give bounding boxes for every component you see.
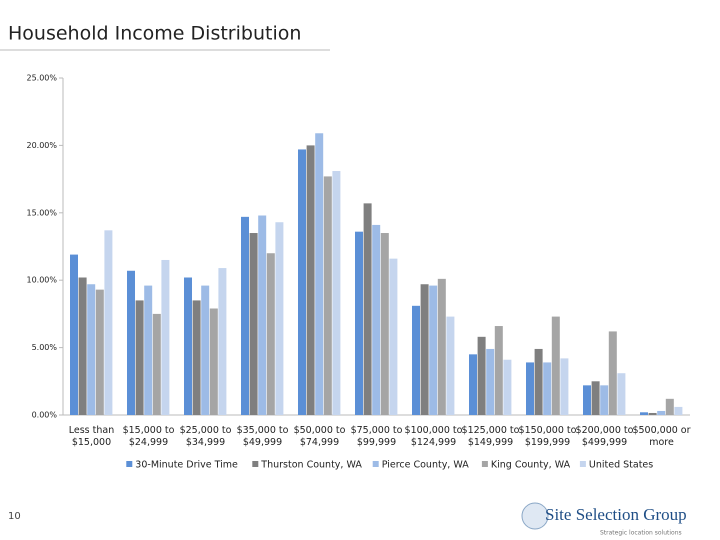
slide-title: Household Income Distribution (8, 23, 301, 45)
y-tick-label: 20.00% (26, 141, 57, 150)
logo: Site Selection Group Strategic location … (521, 502, 687, 537)
bar (600, 385, 609, 415)
bar (95, 289, 104, 415)
legend-label: United States (589, 460, 653, 471)
bar (201, 285, 210, 415)
bar (209, 308, 218, 415)
bar (192, 300, 201, 415)
bar (429, 285, 438, 415)
page-number: 10 (8, 511, 21, 522)
logo-text: Site Selection Group (545, 505, 687, 524)
legend-swatch (481, 461, 488, 467)
bar (657, 410, 666, 415)
bar (389, 258, 398, 415)
bar (446, 316, 455, 415)
bar (372, 224, 381, 415)
bar (437, 278, 446, 415)
y-tick-label: 15.00% (26, 208, 57, 217)
x-tick-label: $150,000 to $199,999 (518, 425, 577, 448)
legend-label: King County, WA (491, 460, 571, 471)
bar (161, 259, 170, 415)
bar (534, 348, 543, 415)
bar (617, 373, 626, 415)
bar (135, 300, 144, 415)
y-tick-label: 25.00% (26, 74, 57, 83)
bar (640, 412, 648, 415)
bar (526, 362, 534, 415)
bar (412, 305, 420, 415)
bar (420, 284, 429, 415)
bar (665, 398, 674, 415)
bar (87, 284, 96, 415)
legend-swatch (126, 461, 133, 467)
x-tick-label: $100,000 to $124,999 (404, 425, 463, 448)
bar (266, 253, 275, 415)
logo-tagline: Strategic location solutions (600, 530, 682, 537)
bar (551, 316, 560, 415)
bar (249, 233, 258, 415)
bar (104, 230, 113, 415)
logo-globe (521, 502, 549, 530)
x-tick-label: $75,000 to $99,999 (350, 425, 403, 448)
bar (323, 176, 332, 415)
legend-label: Thurston County, WA (260, 460, 362, 471)
bar (152, 313, 161, 415)
y-tick-label: 0.00% (32, 411, 58, 420)
legend-swatch (372, 461, 379, 467)
bar (218, 268, 227, 415)
bar (477, 336, 486, 415)
bar (184, 277, 192, 415)
bar (363, 203, 372, 415)
bar (144, 285, 153, 415)
bar (355, 231, 363, 415)
bar (70, 254, 78, 415)
bar (486, 348, 495, 415)
bar (591, 381, 600, 415)
bar (298, 149, 306, 415)
bar (127, 270, 135, 415)
x-tick-label: $50,000 to $74,999 (293, 425, 346, 448)
x-tick-label: $125,000 to $149,999 (461, 425, 520, 448)
bar (543, 362, 552, 415)
bar (78, 277, 87, 415)
x-tick-label: $15,000 to $24,999 (122, 425, 175, 448)
bar (332, 171, 341, 415)
x-tick-label: $200,000 to $499,999 (575, 425, 634, 448)
legend-label: 30-Minute Drive Time (135, 460, 238, 471)
bar (306, 145, 315, 415)
bar (380, 233, 389, 415)
legend-label: Pierce County, WA (382, 460, 470, 471)
x-tick-label: $35,000 to $49,999 (236, 425, 289, 448)
y-tick-label: 5.00% (32, 343, 58, 352)
bar (241, 216, 249, 415)
bar (275, 222, 284, 415)
bar (648, 412, 657, 415)
x-tick-label: $25,000 to $34,999 (179, 425, 232, 448)
legend-swatch (579, 461, 586, 467)
bar (674, 406, 683, 415)
x-tick-label: Less than $15,000 (68, 425, 115, 448)
bar (560, 358, 569, 415)
legend-swatch (252, 461, 259, 467)
bar (315, 133, 324, 415)
bar (258, 215, 267, 415)
bar (583, 385, 591, 415)
y-tick-label: 10.00% (26, 276, 57, 285)
bar (503, 359, 512, 415)
x-tick-label: $500,000 or more (632, 425, 691, 448)
bar (608, 331, 617, 415)
bar (469, 354, 477, 415)
bar (494, 326, 503, 415)
